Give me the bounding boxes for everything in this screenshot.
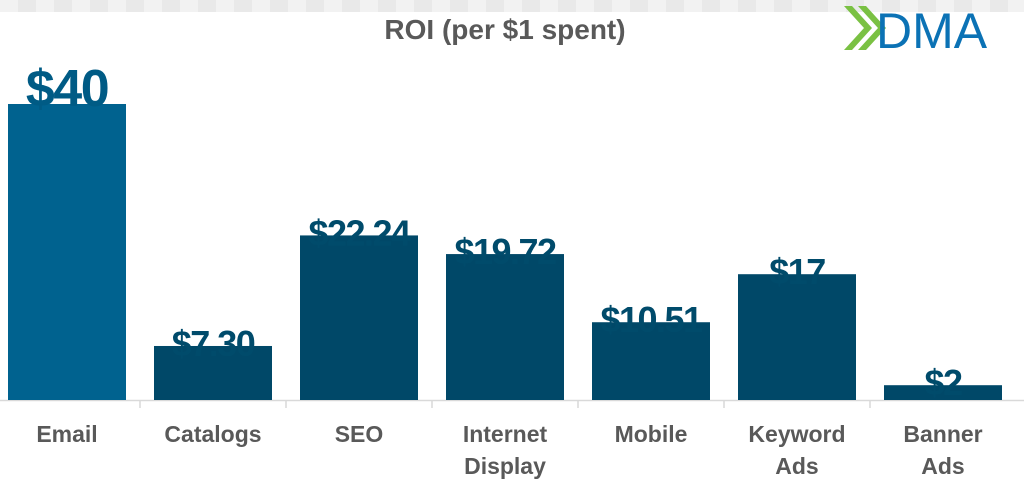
decorative-top-strip <box>0 0 1024 12</box>
x-tick-label: Internet <box>463 421 548 447</box>
bar <box>300 235 418 400</box>
bar <box>154 345 272 400</box>
bar <box>8 104 126 400</box>
x-tick-label: Ads <box>921 453 964 479</box>
bar <box>592 322 710 400</box>
x-tick-label: Catalogs <box>164 421 261 447</box>
chart-title: ROI (per $1 spent) <box>384 14 626 45</box>
x-tick-label: Banner <box>903 421 982 447</box>
data-label: $19.72 <box>454 231 556 272</box>
x-tick-label: Display <box>464 453 546 479</box>
x-tick-label: SEO <box>335 421 384 447</box>
x-tick-label: Mobile <box>615 421 688 447</box>
chevron-right-icon <box>858 6 886 50</box>
x-tick-label: Keyword <box>748 421 845 447</box>
bar <box>446 254 564 400</box>
bar <box>738 274 856 400</box>
x-tick-label: Ads <box>775 453 818 479</box>
logo-text: DMA <box>876 3 988 54</box>
bar <box>884 385 1002 400</box>
data-label: $2 <box>924 362 962 403</box>
chevron-right-icon <box>844 6 872 50</box>
data-label: $10.51 <box>600 299 703 340</box>
x-tick-label: Email <box>36 421 97 447</box>
dma-logo: DMA <box>844 3 988 54</box>
data-label: $7.30 <box>172 323 255 364</box>
data-label: $22.24 <box>308 212 411 253</box>
data-label: $40 <box>26 60 108 118</box>
data-label: $17 <box>769 251 825 292</box>
